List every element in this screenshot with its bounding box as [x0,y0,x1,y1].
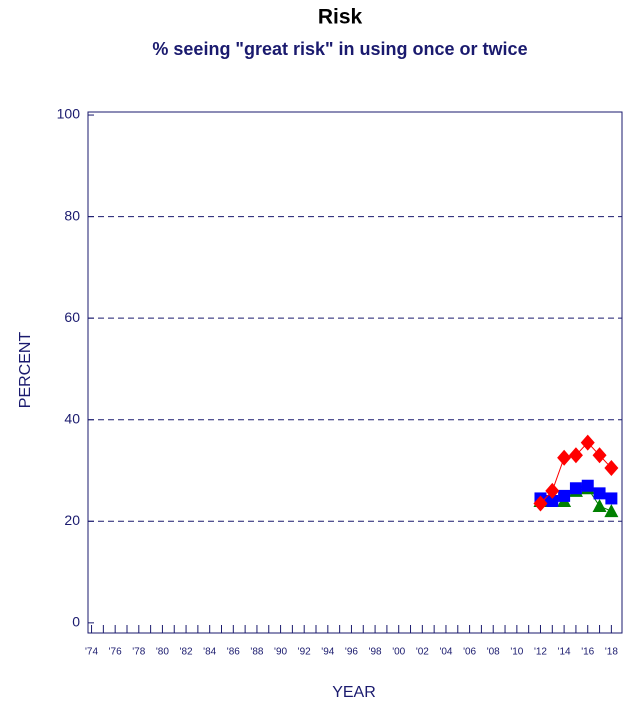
marker [592,447,607,464]
marker [533,495,548,512]
x-tick-label: '10 [510,647,523,658]
chart-subtitle: % seeing "great risk" in using once or t… [152,39,527,59]
x-tick-label: '74 [85,647,98,658]
marker [557,449,572,466]
marker [546,494,559,507]
x-tick-label: '14 [558,647,571,658]
x-tick-label: '92 [298,647,311,658]
y-tick-label: 80 [64,207,80,223]
marker [593,487,606,500]
x-tick-label: '84 [203,647,216,658]
x-tick-label: '08 [487,647,500,658]
x-tick-label: '04 [439,647,452,658]
y-tick-label: 40 [64,410,80,426]
x-tick-label: '18 [605,647,618,658]
x-tick-label: '16 [581,647,594,658]
y-axis-label: PERCENT [17,332,34,409]
marker [569,482,582,495]
x-tick-label: '78 [132,647,145,658]
x-tick-label: '80 [156,647,169,658]
x-tick-label: '94 [321,647,334,658]
x-tick-label: '76 [109,647,122,658]
marker [568,447,583,464]
marker [581,479,594,492]
x-tick-label: '90 [274,647,287,658]
marker [605,492,618,505]
x-tick-label: '12 [534,647,547,658]
x-tick-label: '06 [463,647,476,658]
x-tick-label: '86 [227,647,240,658]
marker [558,489,571,502]
marker [580,434,595,451]
marker [592,499,607,513]
y-tick-label: 60 [64,309,80,325]
chart-title: Risk [318,6,363,29]
x-tick-label: '96 [345,647,358,658]
y-tick-label: 20 [64,512,80,528]
marker [604,504,619,518]
x-axis-label: YEAR [332,684,376,701]
y-tick-label: 100 [57,106,81,122]
marker [604,459,619,476]
y-tick-label: 0 [72,614,80,630]
marker [545,482,560,499]
x-tick-label: '00 [392,647,405,658]
x-tick-label: '82 [180,647,193,658]
x-tick-label: '88 [250,647,263,658]
x-tick-label: '02 [416,647,429,658]
plot-frame [87,111,623,634]
x-tick-label: '98 [369,647,382,658]
